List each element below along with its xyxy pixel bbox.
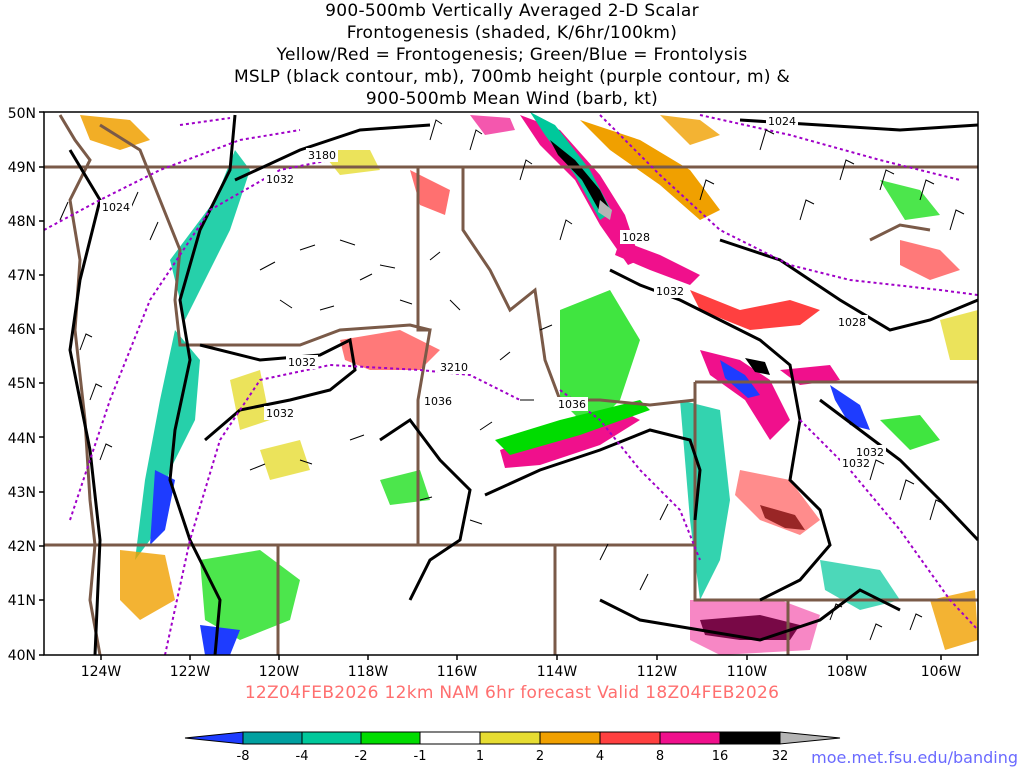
- colorbar-tick-label: 1: [476, 749, 484, 764]
- colorbar-segment: [779, 731, 841, 745]
- lon-tick-label: 122W: [170, 664, 211, 680]
- colorbar-tick-label: -4: [296, 749, 309, 764]
- title-line-1: 900-500mb Vertically Averaged 2-D Scalar: [325, 1, 699, 21]
- colorbar-tick-label: 2: [536, 749, 544, 764]
- mslp-label: 1032: [288, 356, 316, 369]
- mslp-label: 1028: [622, 231, 650, 244]
- title-line-5: 900-500mb Mean Wind (barb, kt): [365, 89, 659, 109]
- lon-tick-label: 120W: [259, 664, 300, 680]
- lat-tick-label: 46N: [8, 322, 36, 338]
- colorbar-tick-label: 32: [772, 749, 789, 764]
- lon-tick-label: 108W: [827, 664, 868, 680]
- height-label: 3210: [440, 361, 468, 374]
- lon-tick-label: 112W: [637, 664, 678, 680]
- mslp-label: 1032: [266, 173, 294, 186]
- lon-tick-label: 110W: [727, 664, 768, 680]
- colorbar-segment: [539, 731, 601, 745]
- frontogenesis-shading: [80, 112, 978, 655]
- colorbar-tick-label: -1: [414, 749, 427, 764]
- mslp-label: 1032: [842, 457, 870, 470]
- lon-axis: [100, 655, 942, 660]
- colorbar-segment: [301, 731, 362, 745]
- lat-tick-label: 50N: [8, 106, 36, 122]
- lon-tick-label: 114W: [537, 664, 578, 680]
- colorbar-tick-label: 16: [712, 749, 729, 764]
- lon-tick-label: 118W: [348, 664, 389, 680]
- lat-tick-label: 44N: [8, 431, 36, 447]
- mslp-label: 1024: [102, 201, 130, 214]
- lon-tick-label: 124W: [81, 664, 122, 680]
- lat-tick-label: 41N: [8, 593, 36, 609]
- lat-labels: 50N 49N 48N 47N 46N 45N 44N 43N 42N 41N …: [8, 106, 36, 664]
- lon-tick-label: 106W: [921, 664, 962, 680]
- colorbar-tick-label: 4: [596, 749, 604, 764]
- title-line-3: Yellow/Red = Frontogenesis; Green/Blue =…: [276, 45, 748, 65]
- colorbar-segment: [479, 731, 541, 745]
- mslp-label: 1032: [266, 407, 294, 420]
- title-block: 900-500mb Vertically Averaged 2-D Scalar…: [0, 0, 1024, 110]
- colorbar-segment: [599, 731, 661, 745]
- map-contents: 1024 1032 3180 1028 1032 1028 1032 3210 …: [44, 112, 978, 655]
- lat-tick-label: 42N: [8, 539, 36, 555]
- lat-tick-label: 47N: [8, 268, 36, 284]
- mslp-label: 1032: [856, 446, 884, 459]
- contour-labels: 1024 1032 3180 1028 1032 1028 1032 3210 …: [100, 114, 886, 470]
- colorbar-segment: [360, 731, 421, 745]
- lon-tick-label: 116W: [437, 664, 478, 680]
- colorbar-segment: [659, 731, 721, 745]
- title-line-2: Frontogenesis (shaded, K/6hr/100km): [346, 23, 678, 43]
- lat-tick-label: 48N: [8, 214, 36, 230]
- lat-axis: [39, 111, 44, 656]
- lon-labels: 124W 122W 120W 118W 116W 114W 112W 110W …: [81, 664, 962, 680]
- mslp-label: 1028: [838, 316, 866, 329]
- wind-barbs: [59, 119, 965, 641]
- lat-tick-label: 43N: [8, 485, 36, 501]
- colorbar-tick-label: 8: [656, 749, 664, 764]
- mslp-label: 1024: [768, 115, 796, 128]
- mslp-label: 1032: [656, 285, 684, 298]
- colorbar-segment: [419, 731, 481, 745]
- lat-tick-label: 49N: [8, 160, 36, 176]
- source-credit: moe.met.fsu.edu/banding: [811, 748, 1018, 767]
- colorbar-tick-label: -8: [237, 749, 250, 764]
- colorbar-segment: [184, 731, 244, 745]
- forecast-valid-text: 12Z04FEB2026 12km NAM 6hr forecast Valid…: [244, 683, 780, 703]
- mslp-label: 1036: [558, 398, 586, 411]
- height-label: 3180: [308, 149, 336, 162]
- colorbar-segment: [242, 731, 303, 745]
- colorbar: -8 -4 -2 -1 1 2 4 8 16 32: [184, 731, 841, 764]
- lat-tick-label: 40N: [8, 648, 36, 664]
- title-line-4: MSLP (black contour, mb), 700mb height (…: [233, 67, 791, 87]
- lat-tick-label: 45N: [8, 376, 36, 392]
- colorbar-segment: [719, 731, 781, 745]
- height-contours: [44, 114, 978, 655]
- mslp-label: 1036: [424, 395, 452, 408]
- colorbar-tick-label: -2: [355, 749, 368, 764]
